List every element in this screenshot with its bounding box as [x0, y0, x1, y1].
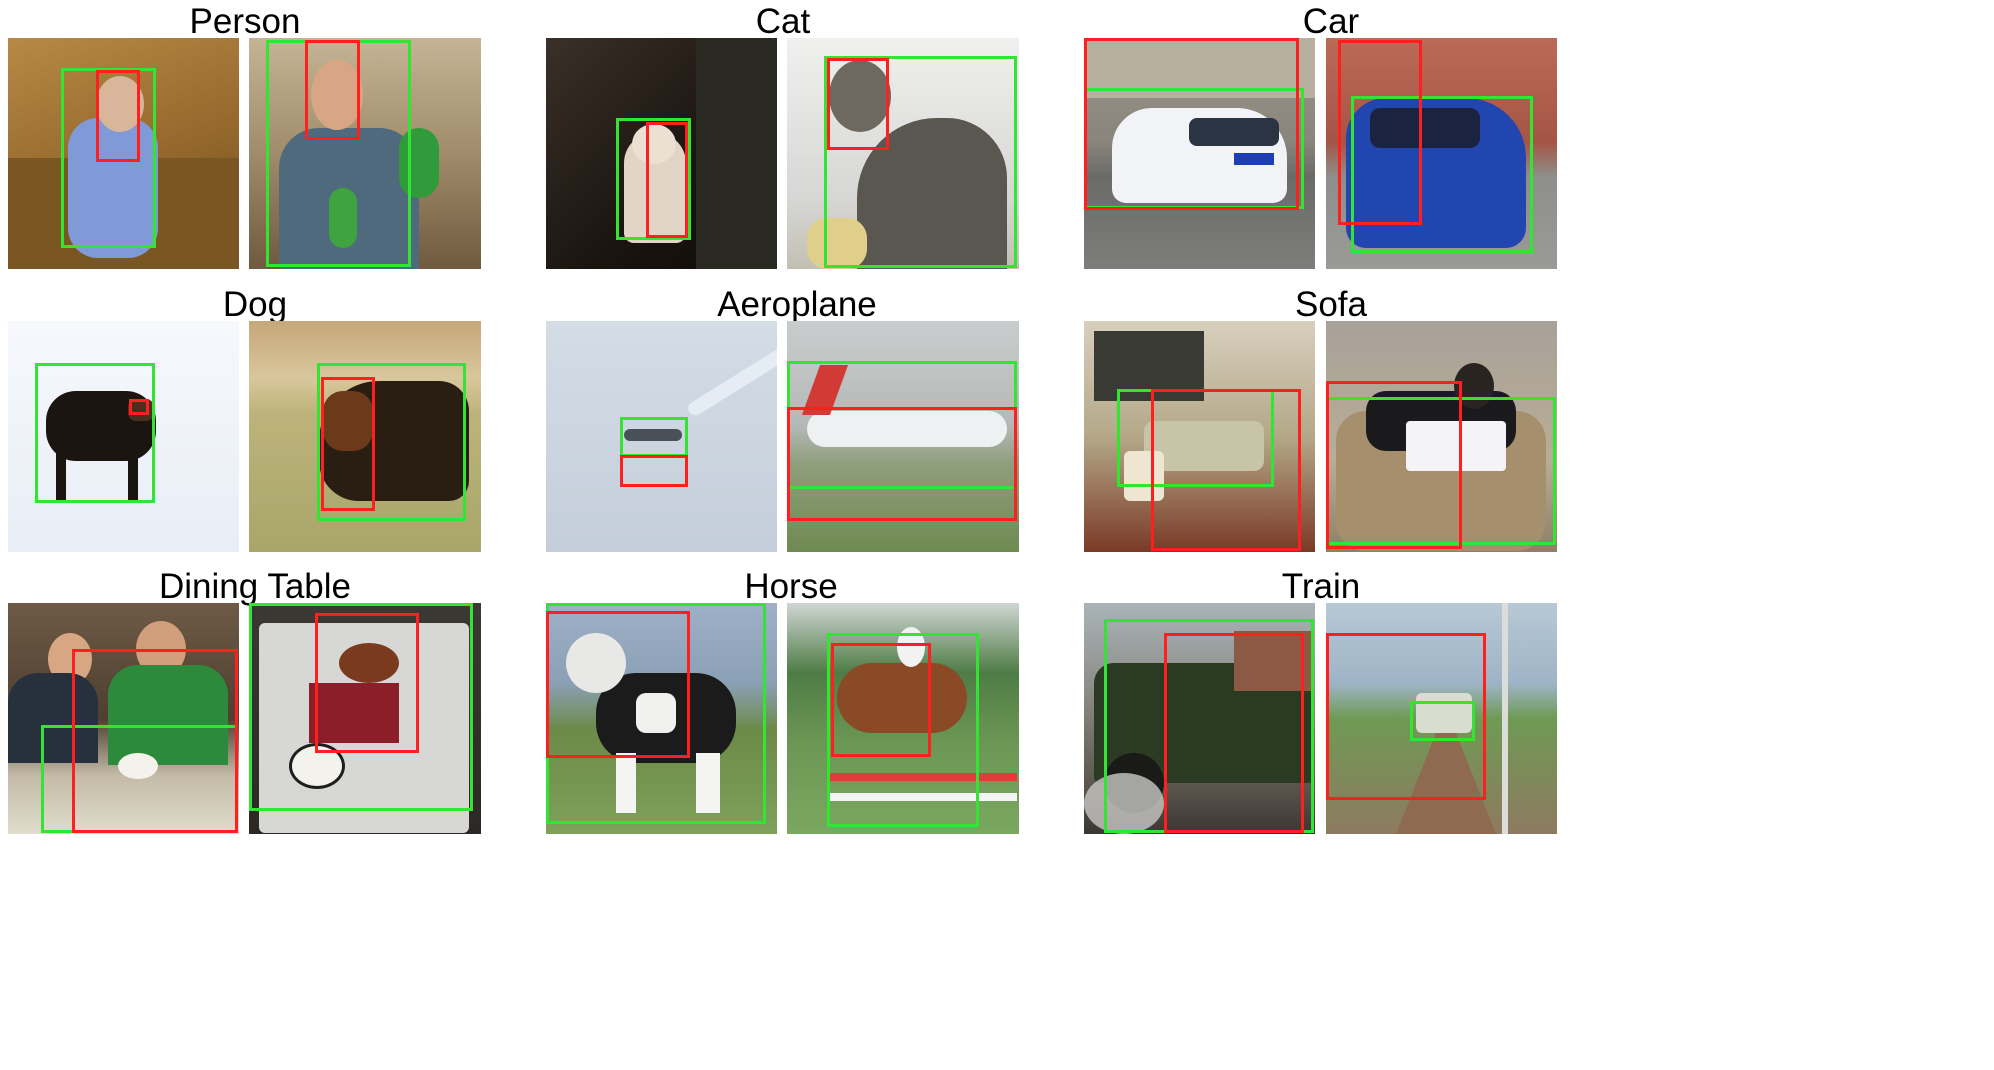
predicted-box [1084, 38, 1299, 210]
category-car: Car [1084, 0, 1558, 350]
photo-blue-hatchback [1326, 38, 1557, 269]
category-cat: Cat [546, 0, 1020, 350]
predicted-box [1151, 389, 1301, 551]
ground-truth-box [827, 633, 979, 827]
predicted-box [1326, 381, 1462, 549]
photo-train-on-curving-tracks [1326, 603, 1557, 834]
category-title: Horse [744, 567, 838, 606]
ground-truth-box [1410, 701, 1475, 741]
photo-steam-locomotive [1084, 603, 1315, 834]
category-title: Person [189, 2, 301, 41]
photo-baby-on-sofa [8, 38, 239, 269]
ground-truth-box [620, 417, 688, 457]
predicted-box [827, 58, 889, 150]
category-title: Car [1302, 2, 1360, 41]
photo-black-and-white-horse [546, 603, 777, 834]
category-title: Dining Table [159, 567, 351, 606]
category-person: Person [8, 0, 482, 350]
predicted-box [96, 70, 140, 162]
photo-person-with-laptop-on-sofa [1326, 321, 1557, 552]
category-title: Cat [755, 2, 811, 41]
ground-truth-box [1351, 96, 1533, 253]
predicted-box [620, 455, 688, 487]
photo-rottweiler-on-grass [249, 321, 481, 552]
predicted-box [646, 122, 688, 238]
predicted-box [129, 399, 149, 415]
ground-truth-box [317, 363, 466, 521]
photo-white-cat-dark-room [546, 38, 777, 269]
photo-grey-tabby-cat [787, 38, 1019, 269]
ground-truth-box [249, 603, 473, 811]
ground-truth-box [824, 56, 1017, 268]
category-title: Train [1281, 567, 1361, 606]
predicted-box [305, 40, 360, 140]
ground-truth-box [35, 363, 155, 503]
predicted-box [787, 407, 1017, 521]
ground-truth-box [61, 68, 156, 248]
predicted-box [546, 611, 690, 758]
photo-air-canada-airliner [787, 321, 1019, 552]
category-horse: Horse [546, 565, 1020, 915]
predicted-box [321, 377, 375, 511]
category-train: Train [1084, 565, 1558, 915]
predicted-box [831, 643, 931, 757]
category-aeroplane: Aeroplane [546, 283, 1020, 633]
predicted-box [315, 613, 419, 753]
category-title: Aeroplane [717, 285, 877, 324]
predicted-box [1338, 40, 1422, 225]
photo-dog-in-snow [8, 321, 239, 552]
photo-horse-jumping-fence [787, 603, 1019, 834]
predicted-box [1326, 633, 1486, 800]
predicted-box [1164, 633, 1304, 833]
photo-living-room-sofa [1084, 321, 1315, 552]
photo-jet-with-contrail [546, 321, 777, 552]
photo-police-car [1084, 38, 1315, 269]
photo-set-dining-table [249, 603, 481, 834]
category-sofa: Sofa [1084, 283, 1558, 633]
category-dining-table: Dining Table [8, 565, 482, 915]
ground-truth-box [616, 118, 691, 240]
photo-restaurant-diners [8, 603, 239, 834]
photo-man-with-parrots [249, 38, 481, 269]
predicted-box [72, 649, 238, 833]
category-title: Dog [222, 285, 288, 324]
category-dog: Dog [8, 283, 482, 633]
category-title: Sofa [1295, 285, 1367, 324]
